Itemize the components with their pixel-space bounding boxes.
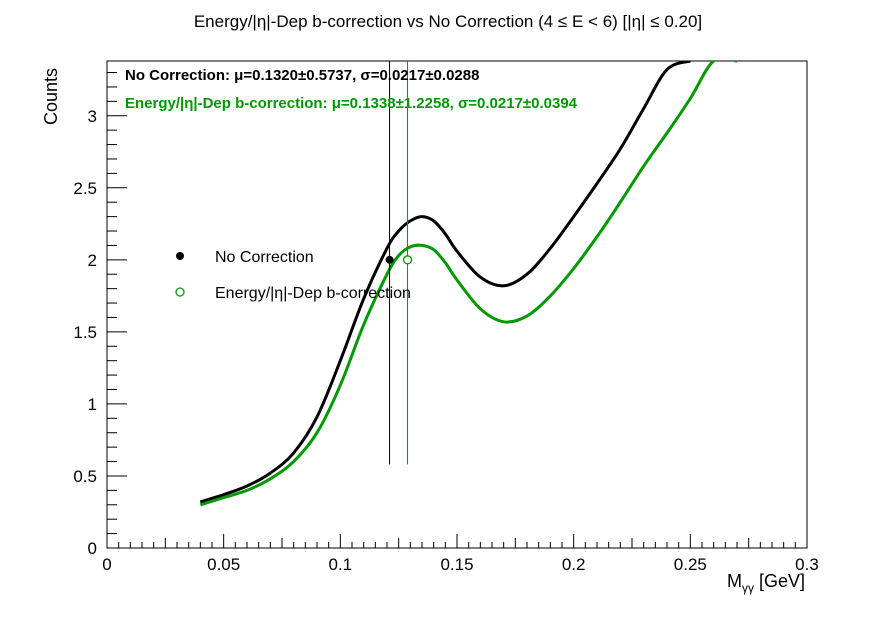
x-tick-label: 0.25	[674, 555, 707, 574]
y-tick-labels: 0 0.5 1 1.5 2 2.5 3	[73, 107, 97, 558]
plot-frame	[106, 60, 808, 549]
legend-label-corrected: Energy/|η|-Dep b-correction	[215, 285, 411, 302]
y-tick-label: 0	[88, 539, 97, 558]
x-axis-label: Mγγ [GeV]	[727, 571, 805, 595]
x-tick-label: 0.05	[207, 555, 240, 574]
y-tick-label: 1	[88, 395, 97, 414]
curve-series-0	[199, 61, 691, 504]
legend-label-no-correction: No Correction	[215, 249, 314, 266]
legend-marker-corrected	[175, 287, 185, 297]
x-tick-label: 0.1	[329, 555, 353, 574]
legend-marker-no-correction	[176, 252, 184, 260]
x-tick-label: 0.3	[795, 555, 819, 574]
y-axis-label: Counts	[41, 68, 61, 125]
y-tick-label: 1.5	[73, 323, 97, 342]
chart-title: Energy/|η|-Dep b-correction vs No Correc…	[194, 12, 702, 31]
stat-label-corrected: Energy/|η|-Dep b-correction: μ=0.1338±1.…	[125, 95, 578, 112]
y-tick-label: 2.5	[73, 179, 97, 198]
curve-series-1	[199, 61, 737, 507]
x-tick-label: 0	[102, 555, 111, 574]
x-tick-label: 0.15	[440, 555, 473, 574]
series-curves	[199, 61, 737, 507]
y-tick-label: 3	[88, 107, 97, 126]
x-tick-label: 0.2	[562, 555, 586, 574]
point-series-0	[385, 255, 394, 264]
series-points	[385, 61, 413, 465]
x-tick-labels: 0 0.05 0.1 0.15 0.2 0.25 0.3	[102, 555, 819, 574]
legend: No Correction Energy/|η|-Dep b-correctio…	[175, 249, 411, 302]
y-tick-label: 2	[88, 251, 97, 270]
y-tick-label: 0.5	[73, 467, 97, 486]
point-series-1	[402, 255, 413, 265]
axis-ticks	[106, 72, 808, 549]
stat-label-no-correction: No Correction: μ=0.1320±0.5737, σ=0.0217…	[125, 67, 479, 84]
